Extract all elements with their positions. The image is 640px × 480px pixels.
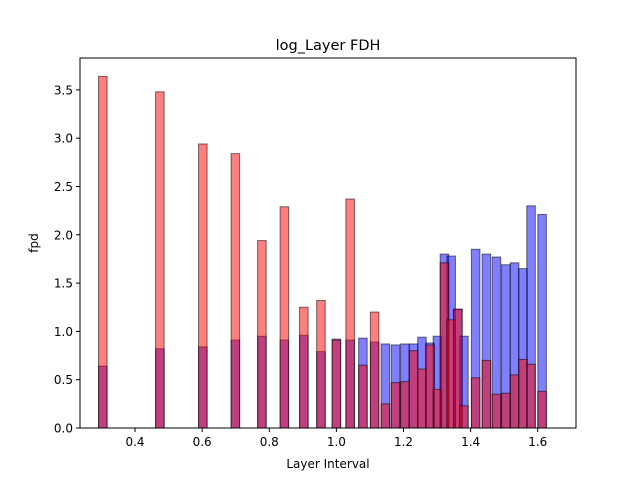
histogram-bar	[345, 198, 355, 429]
x-tick-label: 1.0	[327, 435, 346, 449]
x-tick-label: 0.8	[260, 435, 279, 449]
x-tick-label: 1.6	[528, 435, 547, 449]
histogram-bar	[230, 153, 241, 429]
series-red-bars	[98, 75, 547, 429]
histogram-bar	[390, 382, 401, 429]
y-tick-label: 2.5	[54, 180, 73, 194]
histogram-bar	[155, 91, 165, 429]
histogram-bar	[369, 311, 380, 429]
histogram-bar	[380, 403, 391, 429]
x-tick-label: 1.2	[394, 435, 413, 449]
histogram-bar	[198, 143, 208, 429]
y-axis-label: fpd	[27, 233, 41, 252]
histogram-bar	[459, 405, 469, 429]
y-tick-label: 3.5	[54, 83, 73, 97]
y-tick-label: 1.5	[54, 277, 73, 291]
histogram-bar	[358, 364, 368, 429]
y-tick-label: 2.0	[54, 228, 73, 242]
histogram-bar	[316, 299, 326, 429]
y-tick-label: 0.0	[54, 422, 73, 436]
x-axis-label: Layer Interval	[286, 457, 369, 471]
axes-frame	[79, 57, 577, 429]
histogram-bar	[491, 393, 502, 429]
y-axis-ticks: 0.0 0.5 1.0 1.5 2.0 2.5 3.0 3.5	[54, 83, 80, 436]
histogram-bar	[417, 368, 427, 429]
y-tick-label: 3.0	[54, 132, 73, 146]
y-tick-label: 0.5	[54, 373, 73, 387]
chart-title: log_Layer FDH	[276, 38, 381, 54]
histogram-bar	[509, 374, 520, 429]
histogram-bar	[257, 240, 267, 429]
x-tick-label: 0.6	[193, 435, 212, 449]
histogram-bar	[299, 306, 309, 429]
histogram-bar	[501, 392, 511, 429]
histogram-bar	[526, 363, 536, 429]
histogram-bar	[400, 381, 410, 429]
x-axis-ticks: 0.4 0.6 0.8 1.0 1.2 1.4 1.6	[125, 428, 547, 449]
x-tick-label: 1.4	[461, 435, 480, 449]
x-tick-label: 0.4	[125, 435, 144, 449]
histogram-bar	[470, 377, 481, 429]
histogram-bar	[98, 75, 108, 429]
histogram-bar	[537, 390, 547, 429]
histogram-bar	[279, 206, 290, 429]
histogram-bar	[331, 339, 342, 429]
histogram-bar	[518, 358, 528, 429]
histogram-bar	[408, 350, 419, 429]
histogram-bar	[481, 359, 492, 429]
y-tick-label: 1.0	[54, 325, 73, 339]
